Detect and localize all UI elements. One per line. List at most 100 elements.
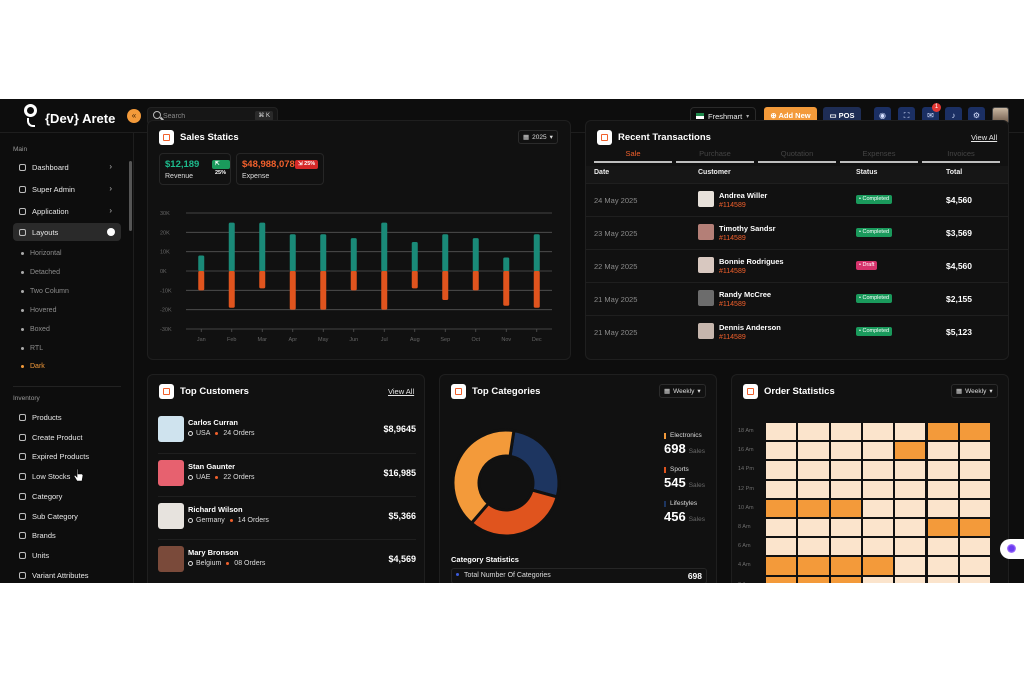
revenue-bar[interactable] — [533, 234, 540, 271]
sidebar-item-brands[interactable]: Brands — [13, 526, 121, 544]
expense-bar[interactable] — [503, 271, 510, 306]
heatmap-cell[interactable] — [798, 499, 829, 517]
expense-bar[interactable] — [198, 271, 205, 291]
customer-name[interactable]: Dennis Anderson — [719, 323, 781, 332]
sidebar-item-low-stocks[interactable]: Low Stocks — [13, 467, 121, 485]
heatmap-cell[interactable] — [959, 576, 991, 583]
layout-option-dark[interactable]: Dark — [21, 363, 45, 370]
year-dropdown[interactable]: ▦ 2025 ▾ — [518, 130, 558, 144]
theme-customizer-button[interactable] — [1000, 539, 1024, 559]
heatmap-cell[interactable] — [766, 480, 797, 498]
heatmap-cell[interactable] — [830, 480, 861, 498]
heatmap-cell[interactable] — [895, 442, 926, 460]
heatmap-cell[interactable] — [895, 576, 926, 583]
heatmap-cell[interactable] — [927, 480, 958, 498]
heatmap-cell[interactable] — [766, 538, 797, 556]
heatmap-cell[interactable] — [862, 557, 894, 575]
heatmap-cell[interactable] — [959, 461, 991, 479]
heatmap-cell[interactable] — [830, 423, 861, 441]
sidebar-collapse-icon[interactable]: « — [127, 109, 141, 123]
customer-name[interactable]: Bonnie Rodrigues — [719, 257, 784, 266]
donut-slice[interactable] — [469, 488, 559, 538]
table-row[interactable]: 21 May 2025 Dennis Anderson #114589 • Compl… — [586, 315, 1008, 348]
heatmap-cell[interactable] — [862, 519, 894, 537]
heatmap-cell[interactable] — [798, 576, 829, 583]
logo[interactable]: {Dev} Arete — [22, 102, 115, 128]
sidebar-scrollbar[interactable] — [129, 161, 132, 231]
expense-bar[interactable] — [259, 271, 266, 289]
settings-gear-icon[interactable]: ⚙ — [968, 107, 985, 124]
sidebar-item-application[interactable]: Application › — [13, 202, 121, 220]
revenue-bar[interactable] — [472, 238, 479, 271]
fullscreen-icon[interactable]: ⛶ — [898, 107, 915, 124]
layout-option-horizontal[interactable]: Horizontal — [21, 250, 62, 257]
layout-option-boxed[interactable]: Boxed — [21, 326, 50, 333]
heatmap-cell[interactable] — [895, 557, 926, 575]
heatmap-cell[interactable] — [766, 442, 797, 460]
layout-option-detached[interactable]: Detached — [21, 269, 60, 276]
customer-name[interactable]: Andrea Willer — [719, 191, 768, 200]
order-id[interactable]: #114589 — [719, 202, 746, 209]
heatmap-cell[interactable] — [927, 423, 958, 441]
heatmap-cell[interactable] — [959, 519, 991, 537]
heatmap-cell[interactable] — [959, 442, 991, 460]
sidebar-item-dashboard[interactable]: Dashboard › — [13, 158, 121, 176]
heatmap-cell[interactable] — [862, 461, 894, 479]
revenue-bar[interactable] — [259, 222, 266, 271]
bell-icon[interactable]: ♪ — [945, 107, 962, 124]
heatmap-cell[interactable] — [895, 423, 926, 441]
donut-slice[interactable] — [451, 428, 516, 525]
customers-view-all-link[interactable]: View All — [388, 387, 415, 396]
revenue-bar[interactable] — [289, 234, 296, 271]
language-flag-icon[interactable]: ◉ — [874, 107, 891, 124]
heatmap-cell[interactable] — [830, 519, 861, 537]
categories-period-dropdown[interactable]: ▦ Weekly ▾ — [659, 384, 706, 398]
heatmap-cell[interactable] — [959, 499, 991, 517]
list-item[interactable]: Mary Bronson Belgium 08 Orders $4,569 — [158, 539, 416, 582]
list-item[interactable]: Carlos Curran USA 24 Orders $8,9645 — [158, 410, 416, 453]
heatmap-cell[interactable] — [927, 576, 958, 583]
revenue-bar[interactable] — [381, 222, 388, 271]
heatmap-cell[interactable] — [798, 538, 829, 556]
order-id[interactable]: #114589 — [719, 268, 746, 275]
customer-name[interactable]: Mary Bronson — [188, 548, 239, 557]
table-row[interactable]: 22 May 2025 Bonnie Rodrigues #114589 • Draf… — [586, 249, 1008, 282]
customer-name[interactable]: Richard Wilson — [188, 505, 243, 514]
expense-bar[interactable] — [228, 271, 235, 308]
heatmap-cell[interactable] — [766, 423, 797, 441]
heatmap-cell[interactable] — [798, 423, 829, 441]
heatmap-cell[interactable] — [766, 499, 797, 517]
sidebar-item-layouts[interactable]: Layouts — [13, 223, 121, 241]
heatmap-cell[interactable] — [830, 442, 861, 460]
heatmap-cell[interactable] — [895, 519, 926, 537]
order-id[interactable]: #114589 — [719, 235, 746, 242]
sidebar-item-variant-attributes[interactable]: Variant Attributes — [13, 566, 121, 583]
revenue-bar[interactable] — [442, 234, 449, 271]
donut-slice[interactable] — [508, 429, 561, 499]
revenue-bar[interactable] — [411, 242, 418, 271]
heatmap-cell[interactable] — [895, 480, 926, 498]
heatmap-cell[interactable] — [766, 461, 797, 479]
heatmap-cell[interactable] — [862, 576, 894, 583]
heatmap-cell[interactable] — [766, 557, 797, 575]
heatmap-cell[interactable] — [766, 576, 797, 583]
heatmap-cell[interactable] — [862, 423, 894, 441]
heatmap-cell[interactable] — [798, 519, 829, 537]
heatmap-cell[interactable] — [798, 442, 829, 460]
order-id[interactable]: #114589 — [719, 334, 746, 341]
sidebar-item-products[interactable]: Products — [13, 408, 121, 426]
revenue-bar[interactable] — [350, 238, 357, 271]
heatmap-cell[interactable] — [927, 538, 958, 556]
tab-invoices[interactable]: Invoices — [922, 145, 1000, 163]
heatmap-cell[interactable] — [830, 557, 861, 575]
heatmap-cell[interactable] — [959, 538, 991, 556]
sidebar-item-expired-products[interactable]: Expired Products — [13, 447, 121, 465]
sidebar-item-category[interactable]: Category — [13, 487, 121, 505]
heatmap-cell[interactable] — [766, 519, 797, 537]
tab-expenses[interactable]: Expenses — [840, 145, 918, 163]
heatmap-cell[interactable] — [862, 538, 894, 556]
list-item[interactable]: Stan Gaunter UAE 22 Orders $16,985 — [158, 453, 416, 496]
table-row[interactable]: 24 May 2025 Andrea Willer #114589 • Complet… — [586, 183, 1008, 216]
expense-bar[interactable] — [472, 271, 479, 291]
sidebar-item-sub-category[interactable]: Sub Category — [13, 507, 121, 525]
